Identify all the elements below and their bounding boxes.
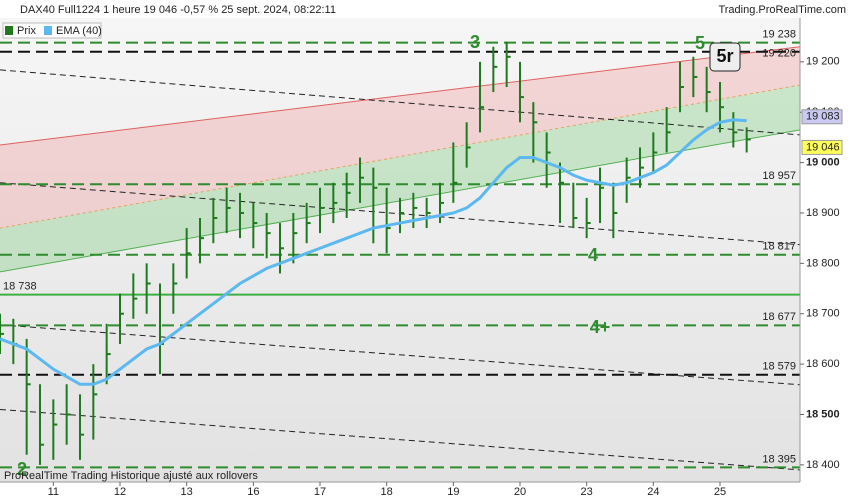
x-tick-label: 17 [314,486,326,498]
x-tick-label: 13 [181,486,193,498]
y-tick-label: 19 000 [806,156,840,168]
x-tick-label: 12 [114,486,126,498]
footer: ProRealTime Trading Historique ajusté au… [4,470,258,482]
annotation: 4 [588,245,598,265]
level-label: 18 677 [762,311,796,323]
x-tick-label: 18 [381,486,393,498]
x-tick-label: 19 [447,486,459,498]
trend-line [0,408,801,471]
y-tick-label: 19 200 [806,56,840,68]
header-bg [0,0,850,18]
y-axis-bg [800,18,850,500]
annotation: 5 [695,33,705,53]
price-tag [801,109,843,125]
y-tick-label: 18 900 [806,207,840,219]
level-label: 18 395 [762,453,796,465]
channel-upper [0,46,801,146]
price-tag-label: 19 046 [806,141,840,153]
legend-swatch [44,26,52,35]
annotation: 3 [470,32,480,52]
x-tick-label: 25 [714,486,726,498]
level-label: 19 238 [762,29,796,41]
price-tag-label: 19 083 [806,111,840,123]
plot-bg [0,18,800,482]
x-tick-label: 11 [48,486,59,498]
y-tick-label: 18 800 [806,257,840,269]
annotation: 5r [716,46,733,66]
level-label: 18 957 [762,170,796,182]
y-tick-label: 18 600 [806,358,840,370]
price-tag [801,139,843,155]
annotation: 4+ [590,317,611,337]
legend-swatch [5,26,13,35]
level-label: 18 817 [762,241,796,253]
annotation: 2 [17,459,27,479]
source: Trading.ProRealTime.com [718,4,846,16]
annotation-box [709,42,741,72]
y-tick-label: 18 400 [806,459,840,471]
y-tick-label: 18 500 [806,408,840,420]
trend-line [0,324,801,386]
level-label: 18 738 [3,280,37,292]
x-tick-label: 16 [247,486,259,498]
ema-line [0,118,747,386]
chart-title: DAX40 Full1224 1 heure 19 046 -0,57 % 25… [20,4,336,16]
y-tick-label: 18 700 [806,308,840,320]
level-label: 19 220 [762,48,796,60]
x-tick-label: 20 [514,486,526,498]
plot: 19 238 19 220 18 957 18 817 18 738 18 677 18 5… [0,29,801,479]
level-label: 18 579 [762,361,796,373]
x-tick-label: 23 [581,486,593,498]
x-tick-label: 24 [647,486,659,498]
legend-label: Prix [17,25,36,37]
legend-label: EMA (40) [56,25,102,37]
channel-upper-fill [0,46,800,229]
trend-line [0,69,801,136]
